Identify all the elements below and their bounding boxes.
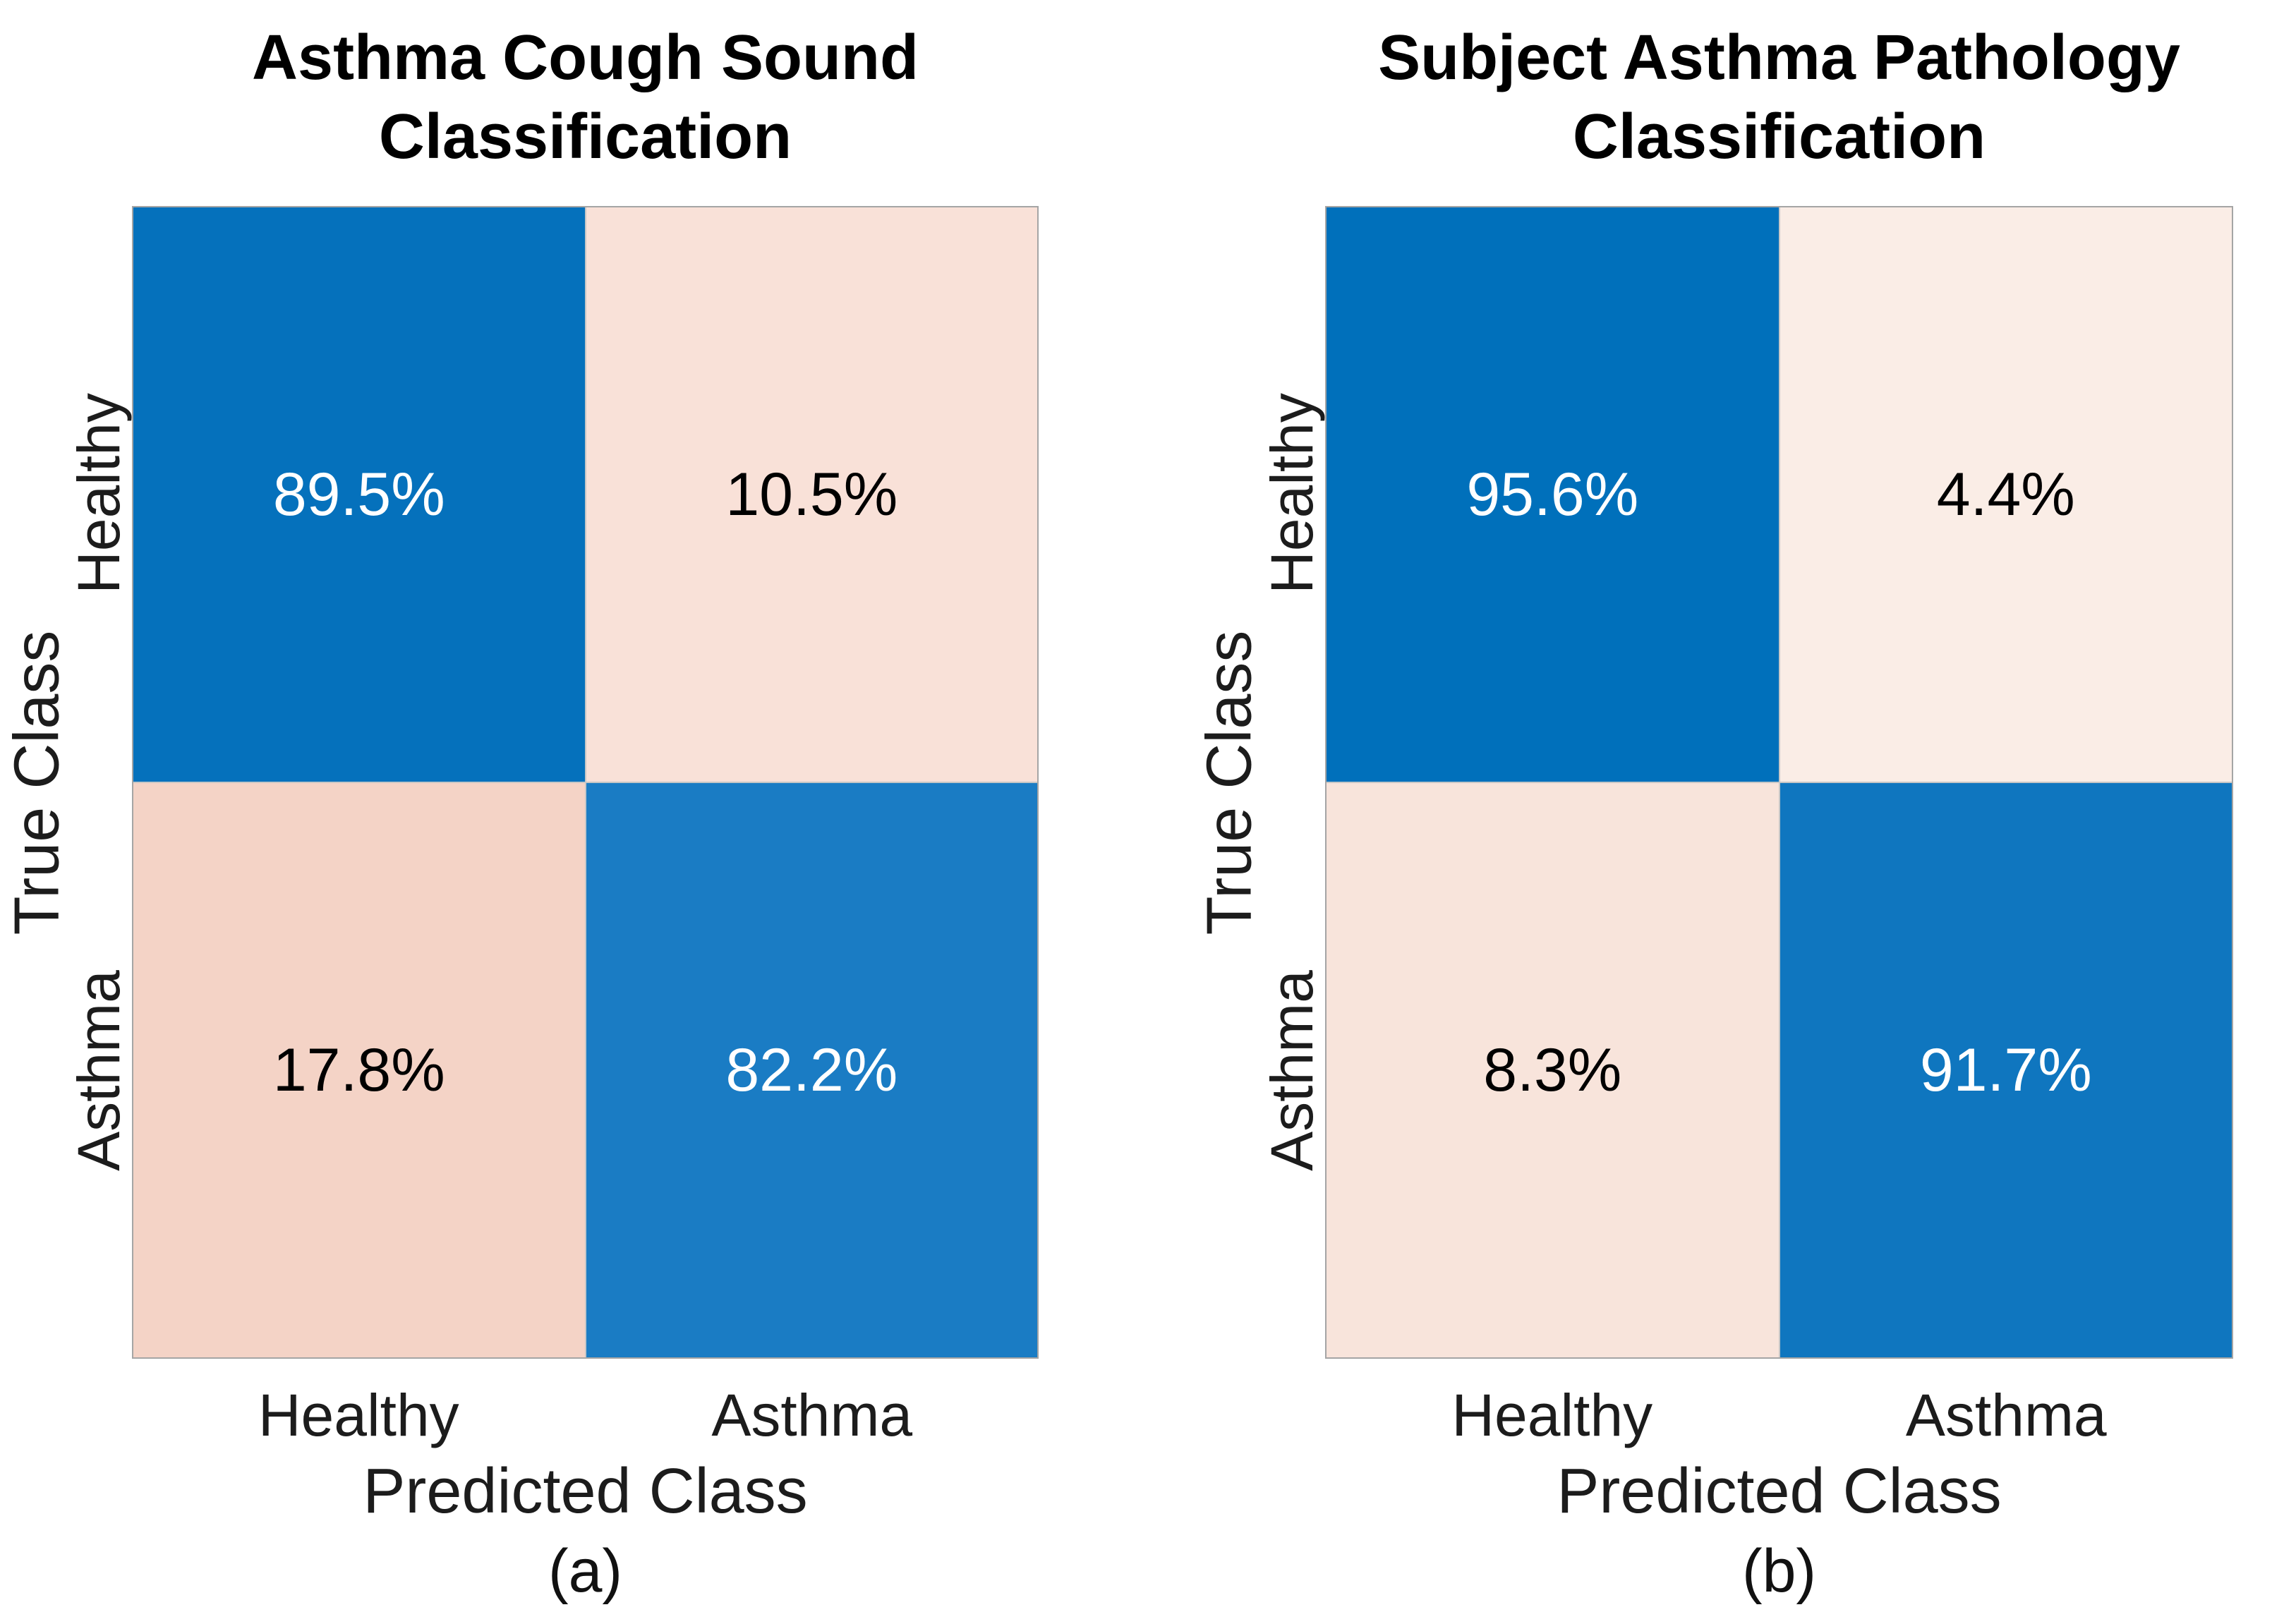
panel-a-caption: (a) bbox=[548, 1537, 623, 1605]
panel-a-y-axis-label-text: True Class bbox=[1, 630, 73, 935]
panel-a-x-axis-label: Predicted Class bbox=[363, 1455, 808, 1527]
panel-b-title-line1: Subject Asthma Pathology bbox=[1378, 23, 2180, 93]
panel-b-col-tick-asthma: Asthma bbox=[1905, 1381, 2107, 1448]
panel-a-title-line1: Asthma Cough Sound bbox=[252, 23, 919, 93]
panel-b-cell-asthma-asthma: 91.7% bbox=[1779, 783, 2232, 1357]
panel-b-title-line2: Classification bbox=[1572, 102, 1986, 172]
panel-b-caption: (b) bbox=[1741, 1537, 1817, 1605]
panel-b-cell-healthy-asthma: 4.4% bbox=[1779, 207, 2232, 782]
panel-a-cell-value: 89.5% bbox=[272, 460, 445, 528]
panel-b-cell-healthy-healthy: 95.6% bbox=[1327, 207, 1779, 782]
panel-a-cell-healthy-asthma: 10.5% bbox=[586, 207, 1037, 782]
panel-a-cell-value: 10.5% bbox=[725, 460, 898, 528]
panel-b-confusion-matrix: 95.6% 4.4% 8.3% 91.7% bbox=[1325, 206, 2233, 1359]
panel-b-title: Subject Asthma Pathology Classification bbox=[1325, 18, 2233, 176]
panel-b-row-tick-healthy: Healthy bbox=[1258, 393, 1325, 594]
panel-a-title: Asthma Cough Sound Classification bbox=[132, 18, 1039, 176]
panel-b-col-tick-healthy: Healthy bbox=[1451, 1381, 1653, 1448]
panel-a-col-tick-asthma: Asthma bbox=[711, 1381, 913, 1448]
panel-a-row-tick-healthy: Healthy bbox=[65, 393, 132, 594]
panel-b-y-axis-label-text: True Class bbox=[1194, 630, 1265, 935]
panel-b-cell-value: 95.6% bbox=[1466, 460, 1639, 528]
panel-b-row-tick-asthma: Asthma bbox=[1258, 970, 1325, 1171]
panel-a-col-tick-healthy: Healthy bbox=[258, 1381, 459, 1448]
panel-a-cell-value: 17.8% bbox=[272, 1036, 445, 1104]
panel-a-y-axis-label: True Class bbox=[2, 206, 73, 1359]
panel-a-cell-asthma-asthma: 82.2% bbox=[586, 783, 1037, 1357]
panel-b-cell-asthma-healthy: 8.3% bbox=[1327, 783, 1779, 1357]
panel-b-x-axis-label: Predicted Class bbox=[1557, 1455, 2002, 1527]
panel-a-title-line2: Classification bbox=[378, 102, 792, 172]
panel-b-cell-value: 8.3% bbox=[1483, 1036, 1622, 1104]
panel-b-x-ticks: Healthy Asthma bbox=[1325, 1377, 2233, 1453]
panel-a-cell-asthma-healthy: 17.8% bbox=[133, 783, 585, 1357]
panel-a-row-tick-asthma: Asthma bbox=[65, 970, 132, 1171]
panel-a-cell-healthy-healthy: 89.5% bbox=[133, 207, 585, 782]
panel-a-cell-value: 82.2% bbox=[725, 1036, 898, 1104]
panel-a-confusion-matrix: 89.5% 10.5% 17.8% 82.2% bbox=[132, 206, 1039, 1359]
panel-b-y-axis-label: True Class bbox=[1195, 206, 1265, 1359]
panel-a-x-ticks: Healthy Asthma bbox=[132, 1377, 1039, 1453]
panel-b-cell-value: 4.4% bbox=[1936, 460, 2075, 528]
panel-b-cell-value: 91.7% bbox=[1919, 1036, 2092, 1104]
